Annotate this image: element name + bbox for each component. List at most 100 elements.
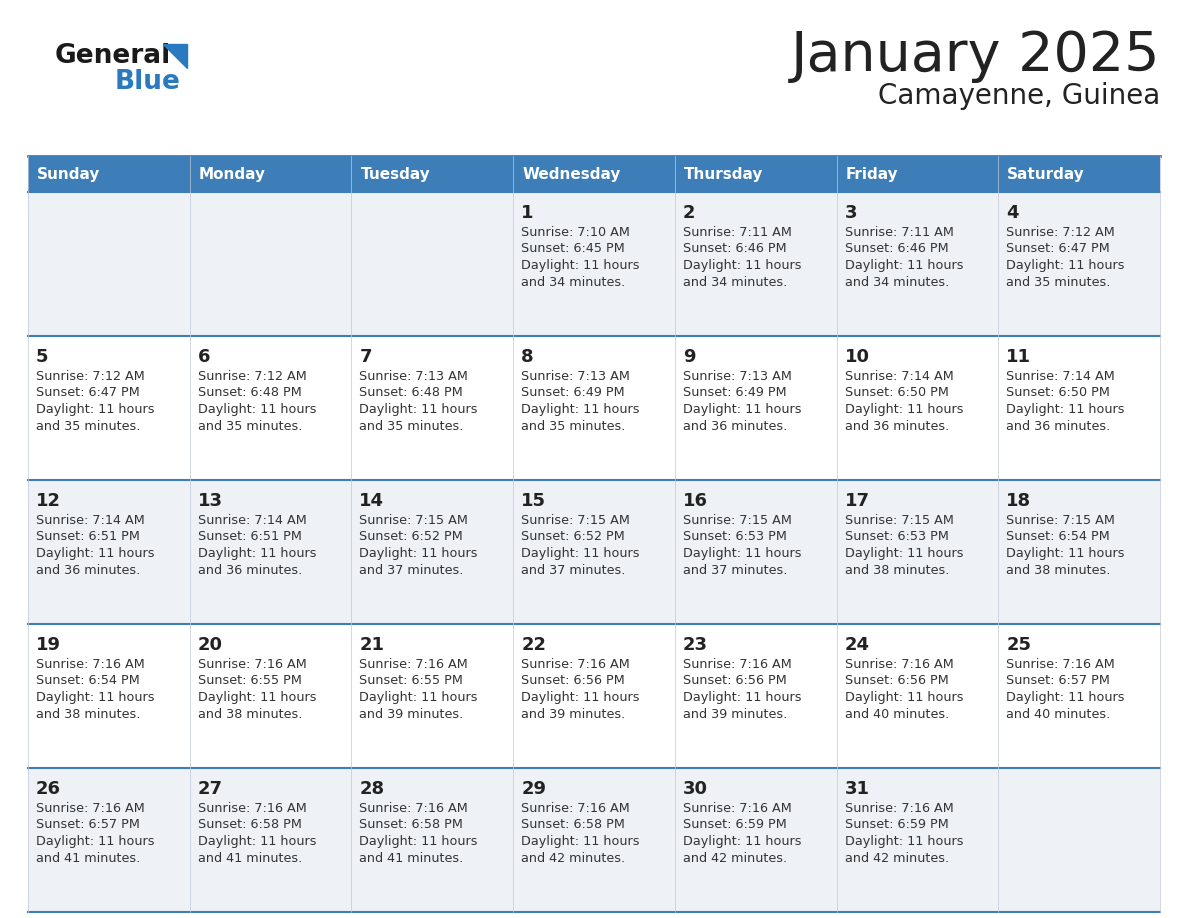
Text: Sunrise: 7:12 AM: Sunrise: 7:12 AM	[1006, 226, 1116, 239]
Text: Sunrise: 7:12 AM: Sunrise: 7:12 AM	[197, 370, 307, 383]
Text: Sunset: 6:56 PM: Sunset: 6:56 PM	[845, 675, 948, 688]
Text: and 42 minutes.: and 42 minutes.	[845, 852, 949, 865]
Bar	[836, 156, 998, 192]
Text: Sunrise: 7:13 AM: Sunrise: 7:13 AM	[522, 370, 630, 383]
Text: Daylight: 11 hours: Daylight: 11 hours	[1006, 547, 1125, 560]
Bar	[513, 156, 675, 192]
Bar	[29, 156, 190, 192]
Bar	[513, 624, 675, 768]
Text: Daylight: 11 hours: Daylight: 11 hours	[360, 403, 478, 416]
Bar	[190, 480, 352, 624]
Text: Sunset: 6:45 PM: Sunset: 6:45 PM	[522, 242, 625, 255]
Text: Daylight: 11 hours: Daylight: 11 hours	[360, 691, 478, 704]
Bar	[190, 192, 352, 336]
Text: and 36 minutes.: and 36 minutes.	[1006, 420, 1111, 432]
Text: 10: 10	[845, 348, 870, 366]
Bar	[352, 480, 513, 624]
Text: 22: 22	[522, 636, 546, 654]
Text: 29: 29	[522, 780, 546, 798]
Text: Sunrise: 7:16 AM: Sunrise: 7:16 AM	[197, 802, 307, 815]
Text: 4: 4	[1006, 204, 1019, 222]
Text: 9: 9	[683, 348, 695, 366]
Text: and 35 minutes.: and 35 minutes.	[36, 420, 140, 432]
Text: Sunset: 6:51 PM: Sunset: 6:51 PM	[36, 531, 140, 543]
Text: Daylight: 11 hours: Daylight: 11 hours	[683, 691, 802, 704]
Text: Sunrise: 7:12 AM: Sunrise: 7:12 AM	[36, 370, 145, 383]
Text: Sunrise: 7:16 AM: Sunrise: 7:16 AM	[845, 802, 953, 815]
Text: Sunset: 6:59 PM: Sunset: 6:59 PM	[845, 819, 948, 832]
Text: Daylight: 11 hours: Daylight: 11 hours	[1006, 403, 1125, 416]
Text: Sunset: 6:53 PM: Sunset: 6:53 PM	[845, 531, 948, 543]
Text: Daylight: 11 hours: Daylight: 11 hours	[845, 835, 963, 848]
Text: Sunrise: 7:16 AM: Sunrise: 7:16 AM	[683, 802, 791, 815]
Text: 25: 25	[1006, 636, 1031, 654]
Bar	[675, 336, 836, 480]
Text: Sunday: Sunday	[37, 166, 100, 182]
Text: 23: 23	[683, 636, 708, 654]
Text: Tuesday: Tuesday	[360, 166, 430, 182]
Text: Sunrise: 7:15 AM: Sunrise: 7:15 AM	[360, 514, 468, 527]
Text: 26: 26	[36, 780, 61, 798]
Text: Sunset: 6:58 PM: Sunset: 6:58 PM	[522, 819, 625, 832]
Text: Sunrise: 7:15 AM: Sunrise: 7:15 AM	[1006, 514, 1116, 527]
Bar	[29, 624, 190, 768]
Text: Daylight: 11 hours: Daylight: 11 hours	[522, 835, 639, 848]
Text: and 42 minutes.: and 42 minutes.	[683, 852, 786, 865]
Text: and 34 minutes.: and 34 minutes.	[522, 275, 625, 288]
Text: 1: 1	[522, 204, 533, 222]
Bar	[352, 192, 513, 336]
Text: 19: 19	[36, 636, 61, 654]
Text: Sunset: 6:55 PM: Sunset: 6:55 PM	[360, 675, 463, 688]
Bar	[836, 624, 998, 768]
Bar	[190, 768, 352, 912]
Bar	[675, 768, 836, 912]
Text: 16: 16	[683, 492, 708, 510]
Text: Sunrise: 7:16 AM: Sunrise: 7:16 AM	[197, 658, 307, 671]
Bar	[513, 768, 675, 912]
Text: Saturday: Saturday	[1007, 166, 1085, 182]
Text: and 37 minutes.: and 37 minutes.	[683, 564, 788, 577]
Text: Monday: Monday	[198, 166, 266, 182]
Text: Sunrise: 7:16 AM: Sunrise: 7:16 AM	[522, 658, 630, 671]
Bar	[998, 192, 1159, 336]
Text: Sunset: 6:58 PM: Sunset: 6:58 PM	[360, 819, 463, 832]
Text: Sunrise: 7:13 AM: Sunrise: 7:13 AM	[683, 370, 791, 383]
Text: 11: 11	[1006, 348, 1031, 366]
Text: and 36 minutes.: and 36 minutes.	[197, 564, 302, 577]
Polygon shape	[163, 44, 187, 68]
Text: Wednesday: Wednesday	[523, 166, 620, 182]
Text: Daylight: 11 hours: Daylight: 11 hours	[683, 547, 802, 560]
Text: and 39 minutes.: and 39 minutes.	[683, 708, 788, 721]
Text: Daylight: 11 hours: Daylight: 11 hours	[522, 691, 639, 704]
Text: and 35 minutes.: and 35 minutes.	[1006, 275, 1111, 288]
Text: Sunset: 6:54 PM: Sunset: 6:54 PM	[1006, 531, 1110, 543]
Text: Daylight: 11 hours: Daylight: 11 hours	[683, 835, 802, 848]
Text: 28: 28	[360, 780, 385, 798]
Text: 12: 12	[36, 492, 61, 510]
Text: 31: 31	[845, 780, 870, 798]
Bar	[998, 768, 1159, 912]
Text: Sunset: 6:59 PM: Sunset: 6:59 PM	[683, 819, 786, 832]
Bar	[29, 192, 190, 336]
Text: and 40 minutes.: and 40 minutes.	[1006, 708, 1111, 721]
Text: Daylight: 11 hours: Daylight: 11 hours	[683, 403, 802, 416]
Text: Daylight: 11 hours: Daylight: 11 hours	[36, 547, 154, 560]
Text: Sunset: 6:49 PM: Sunset: 6:49 PM	[683, 386, 786, 399]
Text: Sunrise: 7:16 AM: Sunrise: 7:16 AM	[36, 802, 145, 815]
Bar	[190, 624, 352, 768]
Bar	[675, 480, 836, 624]
Text: Daylight: 11 hours: Daylight: 11 hours	[845, 691, 963, 704]
Text: Daylight: 11 hours: Daylight: 11 hours	[36, 403, 154, 416]
Text: Daylight: 11 hours: Daylight: 11 hours	[360, 547, 478, 560]
Bar	[352, 768, 513, 912]
Text: Daylight: 11 hours: Daylight: 11 hours	[522, 259, 639, 272]
Text: Sunset: 6:50 PM: Sunset: 6:50 PM	[845, 386, 948, 399]
Text: and 36 minutes.: and 36 minutes.	[36, 564, 140, 577]
Text: Sunrise: 7:14 AM: Sunrise: 7:14 AM	[36, 514, 145, 527]
Bar	[836, 768, 998, 912]
Bar	[675, 156, 836, 192]
Text: 2: 2	[683, 204, 695, 222]
Bar	[836, 192, 998, 336]
Text: Daylight: 11 hours: Daylight: 11 hours	[197, 403, 316, 416]
Bar	[675, 192, 836, 336]
